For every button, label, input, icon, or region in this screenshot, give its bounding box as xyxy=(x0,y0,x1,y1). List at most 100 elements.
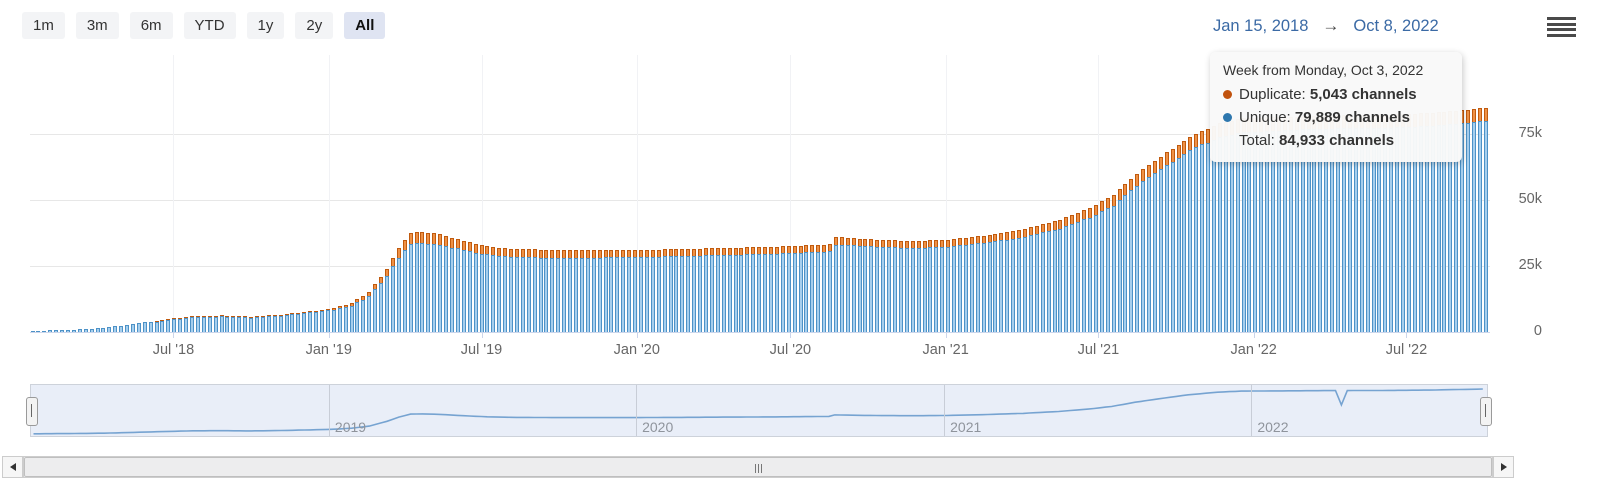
column-bar[interactable] xyxy=(952,239,957,332)
column-bar[interactable] xyxy=(1058,220,1063,332)
column-bar[interactable] xyxy=(125,325,130,332)
navigator-right-handle[interactable] xyxy=(1480,397,1492,426)
column-bar[interactable] xyxy=(101,328,106,332)
column-bar[interactable] xyxy=(414,232,419,332)
column-bar[interactable] xyxy=(408,233,413,332)
column-bar[interactable] xyxy=(875,240,880,332)
column-bar[interactable] xyxy=(243,316,248,332)
scrollbar-right-arrow-button[interactable] xyxy=(1493,456,1514,478)
column-bar[interactable] xyxy=(727,248,732,332)
column-bar[interactable] xyxy=(154,321,159,332)
column-bar[interactable] xyxy=(467,242,472,332)
column-bar[interactable] xyxy=(278,315,283,332)
column-bar[interactable] xyxy=(621,250,626,332)
column-bar[interactable] xyxy=(195,316,200,332)
column-bar[interactable] xyxy=(603,250,608,332)
column-bar[interactable] xyxy=(656,250,661,332)
column-bar[interactable] xyxy=(639,250,643,332)
range-button-1y[interactable]: 1y xyxy=(246,12,285,39)
column-bar[interactable] xyxy=(798,246,803,332)
column-bar[interactable] xyxy=(591,250,596,332)
column-bar[interactable] xyxy=(148,322,153,332)
column-bar[interactable] xyxy=(379,277,384,332)
column-bar[interactable] xyxy=(449,238,454,332)
column-bar[interactable] xyxy=(833,237,838,332)
navigator-left-handle[interactable] xyxy=(26,397,38,426)
column-bar[interactable] xyxy=(574,250,579,332)
column-bar[interactable] xyxy=(851,238,856,332)
range-button-1m[interactable]: 1m xyxy=(22,12,65,39)
column-bar[interactable] xyxy=(361,296,366,332)
column-bar[interactable] xyxy=(946,240,951,332)
column-bar[interactable] xyxy=(1117,189,1122,332)
column-bar[interactable] xyxy=(349,303,354,332)
column-bar[interactable] xyxy=(95,328,100,332)
column-bar[interactable] xyxy=(597,250,602,332)
column-bar[interactable] xyxy=(709,248,714,332)
column-bar[interactable] xyxy=(550,250,555,332)
column-bar[interactable] xyxy=(881,240,886,332)
column-bar[interactable] xyxy=(822,245,827,332)
column-bar[interactable] xyxy=(520,249,525,332)
column-bar[interactable] xyxy=(30,331,35,332)
column-bar[interactable] xyxy=(839,237,844,332)
column-bar[interactable] xyxy=(1028,227,1033,332)
column-bar[interactable] xyxy=(207,316,212,332)
column-bar[interactable] xyxy=(1182,141,1187,332)
column-bar[interactable] xyxy=(1152,161,1157,332)
range-button-3m[interactable]: 3m xyxy=(75,12,119,39)
column-bar[interactable] xyxy=(384,269,389,332)
scrollbar-left-arrow-button[interactable] xyxy=(2,456,23,478)
column-bar[interactable] xyxy=(190,316,195,332)
column-bar[interactable] xyxy=(816,245,821,332)
column-bar[interactable] xyxy=(904,241,909,332)
column-bar[interactable] xyxy=(390,258,395,332)
column-bar[interactable] xyxy=(739,248,744,332)
column-bar[interactable] xyxy=(461,241,466,332)
date-to-input[interactable]: Oct 8, 2022 xyxy=(1353,16,1439,35)
column-bar[interactable] xyxy=(751,247,756,332)
column-bar[interactable] xyxy=(1046,223,1051,332)
column-bar[interactable] xyxy=(568,250,573,332)
range-button-6m[interactable]: 6m xyxy=(129,12,173,39)
column-bar[interactable] xyxy=(255,316,260,332)
column-bar[interactable] xyxy=(757,247,762,332)
range-button-all[interactable]: All xyxy=(344,12,386,39)
column-bar[interactable] xyxy=(958,238,962,332)
column-bar[interactable] xyxy=(136,323,141,332)
column-bar[interactable] xyxy=(698,249,703,332)
column-bar[interactable] xyxy=(479,245,484,332)
column-bar[interactable] xyxy=(83,329,88,332)
column-bar[interactable] xyxy=(1194,134,1199,332)
column-bar[interactable] xyxy=(774,247,779,332)
column-bar[interactable] xyxy=(142,322,147,332)
column-bar[interactable] xyxy=(314,311,319,332)
column-bar[interactable] xyxy=(308,311,313,332)
column-bar[interactable] xyxy=(1135,174,1140,332)
column-bar[interactable] xyxy=(999,233,1004,332)
column-bar[interactable] xyxy=(609,250,614,332)
column-bar[interactable] xyxy=(910,241,915,332)
range-button-ytd[interactable]: YTD xyxy=(183,12,236,39)
column-bar[interactable] xyxy=(804,245,809,332)
column-bar[interactable] xyxy=(249,317,254,332)
column-bar[interactable] xyxy=(686,249,691,332)
column-bar[interactable] xyxy=(1040,224,1045,332)
column-bar[interactable] xyxy=(526,249,531,332)
column-bar[interactable] xyxy=(715,248,720,332)
column-bar[interactable] xyxy=(975,236,980,332)
column-bar[interactable] xyxy=(981,236,986,332)
column-bar[interactable] xyxy=(491,247,496,332)
column-bar[interactable] xyxy=(355,299,360,332)
column-bar[interactable] xyxy=(320,310,324,332)
column-bar[interactable] xyxy=(828,244,833,332)
column-bar[interactable] xyxy=(160,320,165,332)
range-button-2y[interactable]: 2y xyxy=(295,12,334,39)
column-bar[interactable] xyxy=(863,239,868,332)
column-bar[interactable] xyxy=(993,234,998,332)
column-bar[interactable] xyxy=(763,247,768,332)
column-bar[interactable] xyxy=(514,249,519,332)
column-bar[interactable] xyxy=(922,241,927,332)
column-bar[interactable] xyxy=(77,329,82,332)
column-bar[interactable] xyxy=(721,248,726,332)
